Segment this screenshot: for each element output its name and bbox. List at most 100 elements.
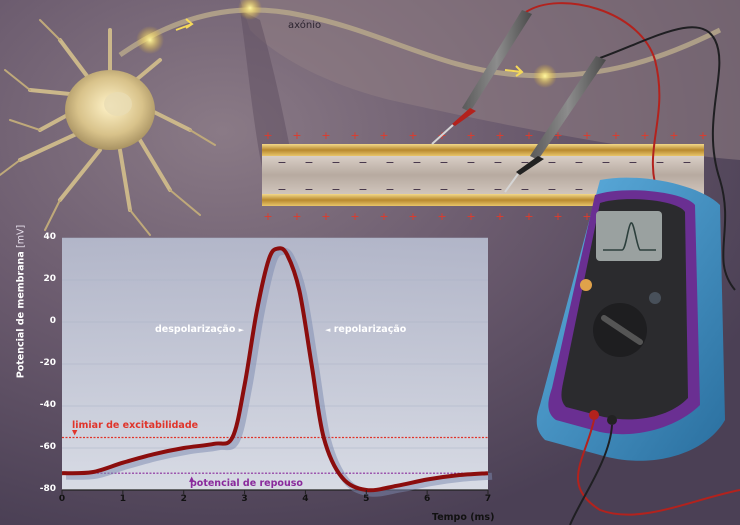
minus-sign: −	[331, 183, 340, 196]
plus-sign: +	[495, 210, 504, 223]
plus-sign: +	[524, 129, 533, 142]
minus-sign: −	[520, 183, 529, 196]
x-tick-label: 7	[484, 494, 492, 504]
plus-sign: +	[553, 210, 562, 223]
y-tick-label: -80	[39, 484, 56, 494]
minus-sign: −	[439, 156, 448, 169]
minus-sign: −	[412, 156, 421, 169]
plus-sign: +	[350, 129, 359, 142]
action-potential-trace	[61, 246, 489, 493]
plus-sign: +	[495, 129, 504, 142]
x-tick-label: 1	[119, 494, 126, 504]
plus-sign: +	[611, 129, 620, 142]
black-probe	[504, 56, 606, 193]
plus-sign: +	[466, 129, 475, 142]
plus-sign: +	[263, 129, 272, 142]
screen-waveform	[603, 222, 656, 251]
y-tick-label: -40	[39, 400, 56, 410]
plus-sign: +	[553, 129, 562, 142]
meter-wire-red	[576, 419, 740, 516]
plus-sign: +	[263, 210, 272, 223]
y-tick-label: -60	[39, 442, 56, 452]
minus-sign: −	[574, 183, 583, 196]
y-tick-label: 20	[43, 274, 56, 284]
meter-screen	[596, 211, 662, 261]
meter-button-yellow	[580, 279, 592, 291]
minus-sign: −	[412, 183, 421, 196]
minus-sign: −	[493, 183, 502, 196]
y-tick-label: 0	[49, 316, 56, 326]
minus-sign: −	[304, 156, 313, 169]
plus-sign: +	[379, 210, 388, 223]
plus-sign: +	[408, 129, 417, 142]
plus-sign: +	[640, 129, 649, 142]
red-jack	[589, 410, 599, 420]
left-arrow-icon: ◄	[325, 326, 331, 334]
repolarization-text: repolarização	[333, 324, 407, 335]
minus-sign: −	[655, 156, 664, 169]
minus-sign: −	[277, 156, 286, 169]
right-arrow-icon: ►	[238, 326, 245, 334]
minus-sign: −	[574, 156, 583, 169]
black-wire	[599, 26, 736, 291]
axon-fiber	[118, 7, 722, 79]
plus-sign: +	[292, 129, 301, 142]
plus-sign: +	[321, 210, 330, 223]
meter-button-gray	[649, 292, 661, 304]
x-tick-label: 4	[302, 494, 309, 504]
multimeter	[536, 177, 725, 461]
trace-shadow	[65, 247, 493, 497]
plus-sign: +	[466, 210, 475, 223]
axon-cylinder	[262, 144, 704, 206]
plus-sign: +	[582, 210, 591, 223]
minus-sign: −	[520, 156, 529, 169]
minus-sign: −	[601, 156, 610, 169]
minus-sign: −	[331, 156, 340, 169]
depolarization-text: despolarização	[155, 324, 236, 335]
threshold-label: limiar de excitabilidade	[72, 420, 199, 431]
x-tick-label: 0	[58, 494, 66, 504]
plot-gridlines	[62, 237, 488, 491]
meter-wire-black	[569, 424, 613, 525]
resting-marker-icon: ▲	[189, 475, 195, 483]
x-axis-title: Tempo (ms)	[432, 512, 495, 523]
axon-label: axónio	[288, 20, 322, 31]
plus-sign: +	[292, 210, 301, 223]
plus-sign: +	[698, 129, 707, 142]
plus-sign: +	[524, 210, 533, 223]
x-tick-label: 6	[424, 494, 431, 504]
plus-sign: +	[669, 129, 678, 142]
red-wire	[525, 2, 661, 201]
minus-sign: −	[628, 156, 637, 169]
plus-sign: +	[350, 210, 359, 223]
reference-lines: ▼▲	[62, 429, 488, 483]
minus-sign: −	[385, 183, 394, 196]
plus-sign: +	[437, 210, 446, 223]
impulse-arrow-icon	[175, 18, 194, 31]
minus-sign: −	[547, 156, 556, 169]
minus-sign: −	[547, 183, 556, 196]
minus-sign: −	[358, 183, 367, 196]
depolarization-label: despolarização ►	[155, 324, 244, 335]
minus-sign: −	[358, 156, 367, 169]
impulse-glow	[533, 64, 557, 88]
impulse-glow	[238, 0, 262, 20]
black-jack	[607, 415, 617, 425]
axis-tick-marks	[61, 490, 489, 494]
resting-potential-label: potencial de repouso	[190, 478, 303, 489]
impulse-arrow-icon	[504, 65, 524, 77]
minus-sign: −	[304, 183, 313, 196]
minus-sign: −	[385, 156, 394, 169]
plus-sign: +	[321, 129, 330, 142]
red-probe	[431, 10, 532, 145]
minus-sign: −	[466, 183, 475, 196]
y-tick-label: 40	[43, 232, 56, 242]
threshold-marker-icon: ▼	[72, 429, 78, 437]
x-tick-label: 2	[180, 494, 187, 504]
minus-sign: −	[439, 183, 448, 196]
minus-sign: −	[466, 156, 475, 169]
plus-sign: +	[408, 210, 417, 223]
plus-sign: +	[379, 129, 388, 142]
minus-sign: −	[277, 183, 286, 196]
